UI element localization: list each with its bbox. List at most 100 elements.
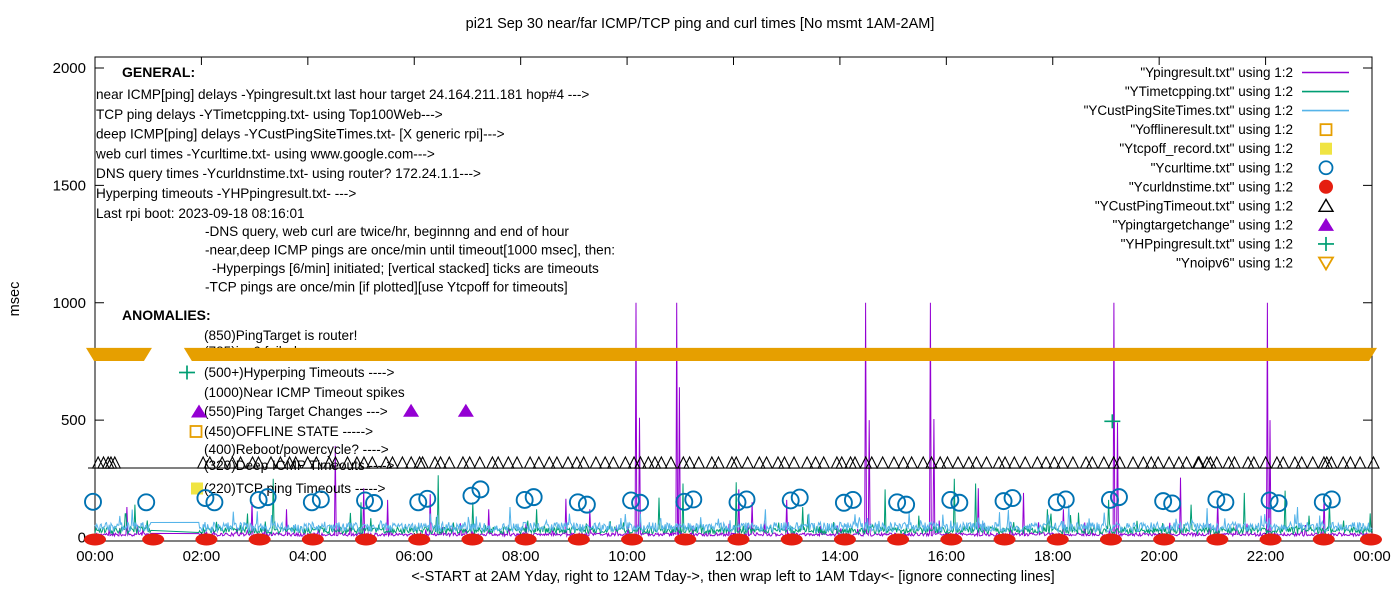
series-lines-layer bbox=[94, 302, 1373, 538]
cust-ping-timeout-point bbox=[962, 455, 976, 469]
cust-ping-timeout-point bbox=[1270, 455, 1284, 469]
cust-ping-timeout-point bbox=[648, 455, 662, 469]
cust-ping-timeout-point bbox=[712, 455, 725, 469]
cust-ping-timeout-point bbox=[1048, 455, 1061, 469]
y-tick-label: 1000 bbox=[53, 295, 86, 312]
curl-time-point bbox=[302, 493, 321, 512]
cust-ping-timeout-point bbox=[1030, 455, 1044, 469]
cust-ping-timeout-point bbox=[916, 455, 930, 469]
cust-ping-timeout-point bbox=[933, 455, 947, 469]
legend-entry-label: "Ynoipv6" using 1:2 bbox=[1176, 256, 1293, 271]
cust-ping-timeout-point bbox=[1353, 455, 1367, 469]
chart-layers: 00:00 02:00 04:00 06:00 08:00 10:00 12:00 14:00… bbox=[53, 56, 1391, 565]
cust-ping-timeout-point bbox=[273, 455, 287, 469]
cust-ping-timeout-point bbox=[1055, 455, 1069, 469]
anomaly-line: (550)Ping Target Changes ---> bbox=[204, 404, 388, 419]
cust-ping-timeout-point bbox=[589, 455, 603, 469]
dns-time-point bbox=[1099, 533, 1122, 546]
curl-time-point bbox=[577, 495, 596, 514]
cust-ping-timeout-point bbox=[523, 455, 537, 469]
dns-time-point bbox=[461, 533, 484, 546]
x-tick-label: 22:00 bbox=[1247, 548, 1285, 565]
cust-ping-timeout-point bbox=[341, 455, 354, 469]
legend-filled_square-sample bbox=[1320, 142, 1332, 155]
cust-ping-timeout-point bbox=[264, 455, 278, 469]
cust-ping-timeout-point bbox=[1136, 455, 1150, 469]
cust-ping-timeout-point bbox=[1097, 455, 1111, 469]
x-tick-label: 14:00 bbox=[821, 548, 859, 565]
anomaly-filled_square-icon bbox=[191, 482, 203, 495]
legend-entry-label: "Ycurltime.txt" using 1:2 bbox=[1151, 160, 1293, 175]
dns-time-point bbox=[674, 533, 697, 546]
general-line: near ICMP[ping] delays -Ypingresult.txt … bbox=[96, 87, 589, 102]
cust-ping-timeout-point bbox=[787, 455, 801, 469]
anomaly-filled_triangle-icon bbox=[191, 404, 207, 418]
x-tick-label: 20:00 bbox=[1140, 548, 1178, 565]
legend-layer: "Ypingresult.txt" using 1:2 "YTimetcpping… bbox=[1084, 65, 1349, 272]
cust-ping-timeout-point bbox=[104, 455, 118, 469]
cust-ping-timeout-point bbox=[641, 455, 655, 469]
cust-ping-timeout-point bbox=[473, 455, 487, 469]
dns-time-point bbox=[727, 533, 750, 546]
cust-ping-timeout-point bbox=[741, 455, 754, 469]
y-axis-label: msec bbox=[7, 282, 23, 317]
band-layer bbox=[86, 347, 1377, 361]
cust-ping-timeout-point bbox=[225, 455, 239, 469]
x-tick-label: 04:00 bbox=[289, 548, 327, 565]
cust-ping-timeout-point bbox=[618, 455, 632, 469]
cust-ping-timeout-point bbox=[350, 455, 364, 469]
general-indent-line: -near,deep ICMP pings are once/min until… bbox=[205, 243, 615, 258]
dns-time-point bbox=[940, 533, 963, 546]
curl-time-point bbox=[515, 490, 534, 509]
cust-ping-timeout-point bbox=[386, 455, 399, 469]
legend-filled_triangle-sample bbox=[1318, 217, 1334, 231]
cust-ping-timeout-point bbox=[800, 455, 814, 469]
cust-ping-timeout-point bbox=[1336, 455, 1350, 469]
curl-time-point bbox=[897, 495, 916, 514]
cust-ping-timeout-point bbox=[570, 455, 584, 469]
legend-entry-label: "Yofflineresult.txt" using 1:2 bbox=[1130, 122, 1293, 137]
cust-ping-timeout-point bbox=[97, 455, 110, 469]
no-ipv6-band bbox=[86, 347, 152, 361]
cust-ping-timeout-point bbox=[1222, 455, 1236, 469]
cust-ping-timeout-point bbox=[1144, 455, 1158, 469]
cust-ping-timeout-point bbox=[1151, 455, 1165, 469]
cust-ping-timeout-point bbox=[413, 455, 426, 469]
cust-ping-timeout-point bbox=[510, 455, 524, 469]
cust-ping-timeout-point bbox=[1210, 455, 1224, 469]
anomaly-line: (850)PingTarget is router! bbox=[204, 328, 357, 343]
curl-time-point bbox=[1110, 488, 1128, 507]
cust-ping-timeout-point bbox=[1247, 455, 1261, 469]
cust-ping-timeout-point bbox=[809, 455, 822, 469]
dns-time-point bbox=[833, 533, 856, 546]
curl-time-point bbox=[1216, 493, 1235, 512]
legend-open_triangle_down-sample bbox=[1317, 256, 1335, 272]
cust-ping-timeout-point bbox=[491, 455, 505, 469]
x-tick-label: 12:00 bbox=[715, 548, 753, 565]
curl-time-point bbox=[631, 493, 650, 512]
general-indent-line: -TCP pings are once/min [if plotted][use… bbox=[205, 280, 568, 295]
cust-ping-timeout-point bbox=[683, 455, 696, 469]
cust-ping-timeout-point bbox=[1295, 455, 1309, 469]
cust-ping-timeout-point bbox=[664, 455, 678, 469]
cust-ping-timeout-point bbox=[1228, 455, 1241, 469]
legend-entry-label: "Ycurldnstime.txt" using 1:2 bbox=[1129, 179, 1293, 194]
curl-time-point bbox=[568, 493, 587, 512]
curl-time-point bbox=[834, 493, 853, 512]
curl-time-point bbox=[1154, 492, 1173, 511]
cust-ping-timeout-point bbox=[1288, 455, 1302, 469]
curl-time-point bbox=[249, 490, 268, 509]
cust-ping-timeout-point bbox=[1172, 455, 1186, 469]
cust-ping-timeout-point bbox=[1113, 455, 1127, 469]
cust-ping-timeout-point bbox=[396, 455, 409, 469]
curl-time-point bbox=[365, 494, 383, 512]
anomalies-header: ANOMALIES: bbox=[122, 307, 211, 323]
cust-ping-timeout-point bbox=[951, 455, 965, 469]
legend-open_circle-sample bbox=[1318, 160, 1334, 176]
cust-ping-timeout-point bbox=[705, 455, 719, 469]
curl-time-point bbox=[1047, 493, 1066, 512]
curl-time-point bbox=[137, 493, 156, 512]
cust-ping-timeout-point bbox=[309, 455, 323, 469]
curl-time-point bbox=[675, 492, 694, 511]
